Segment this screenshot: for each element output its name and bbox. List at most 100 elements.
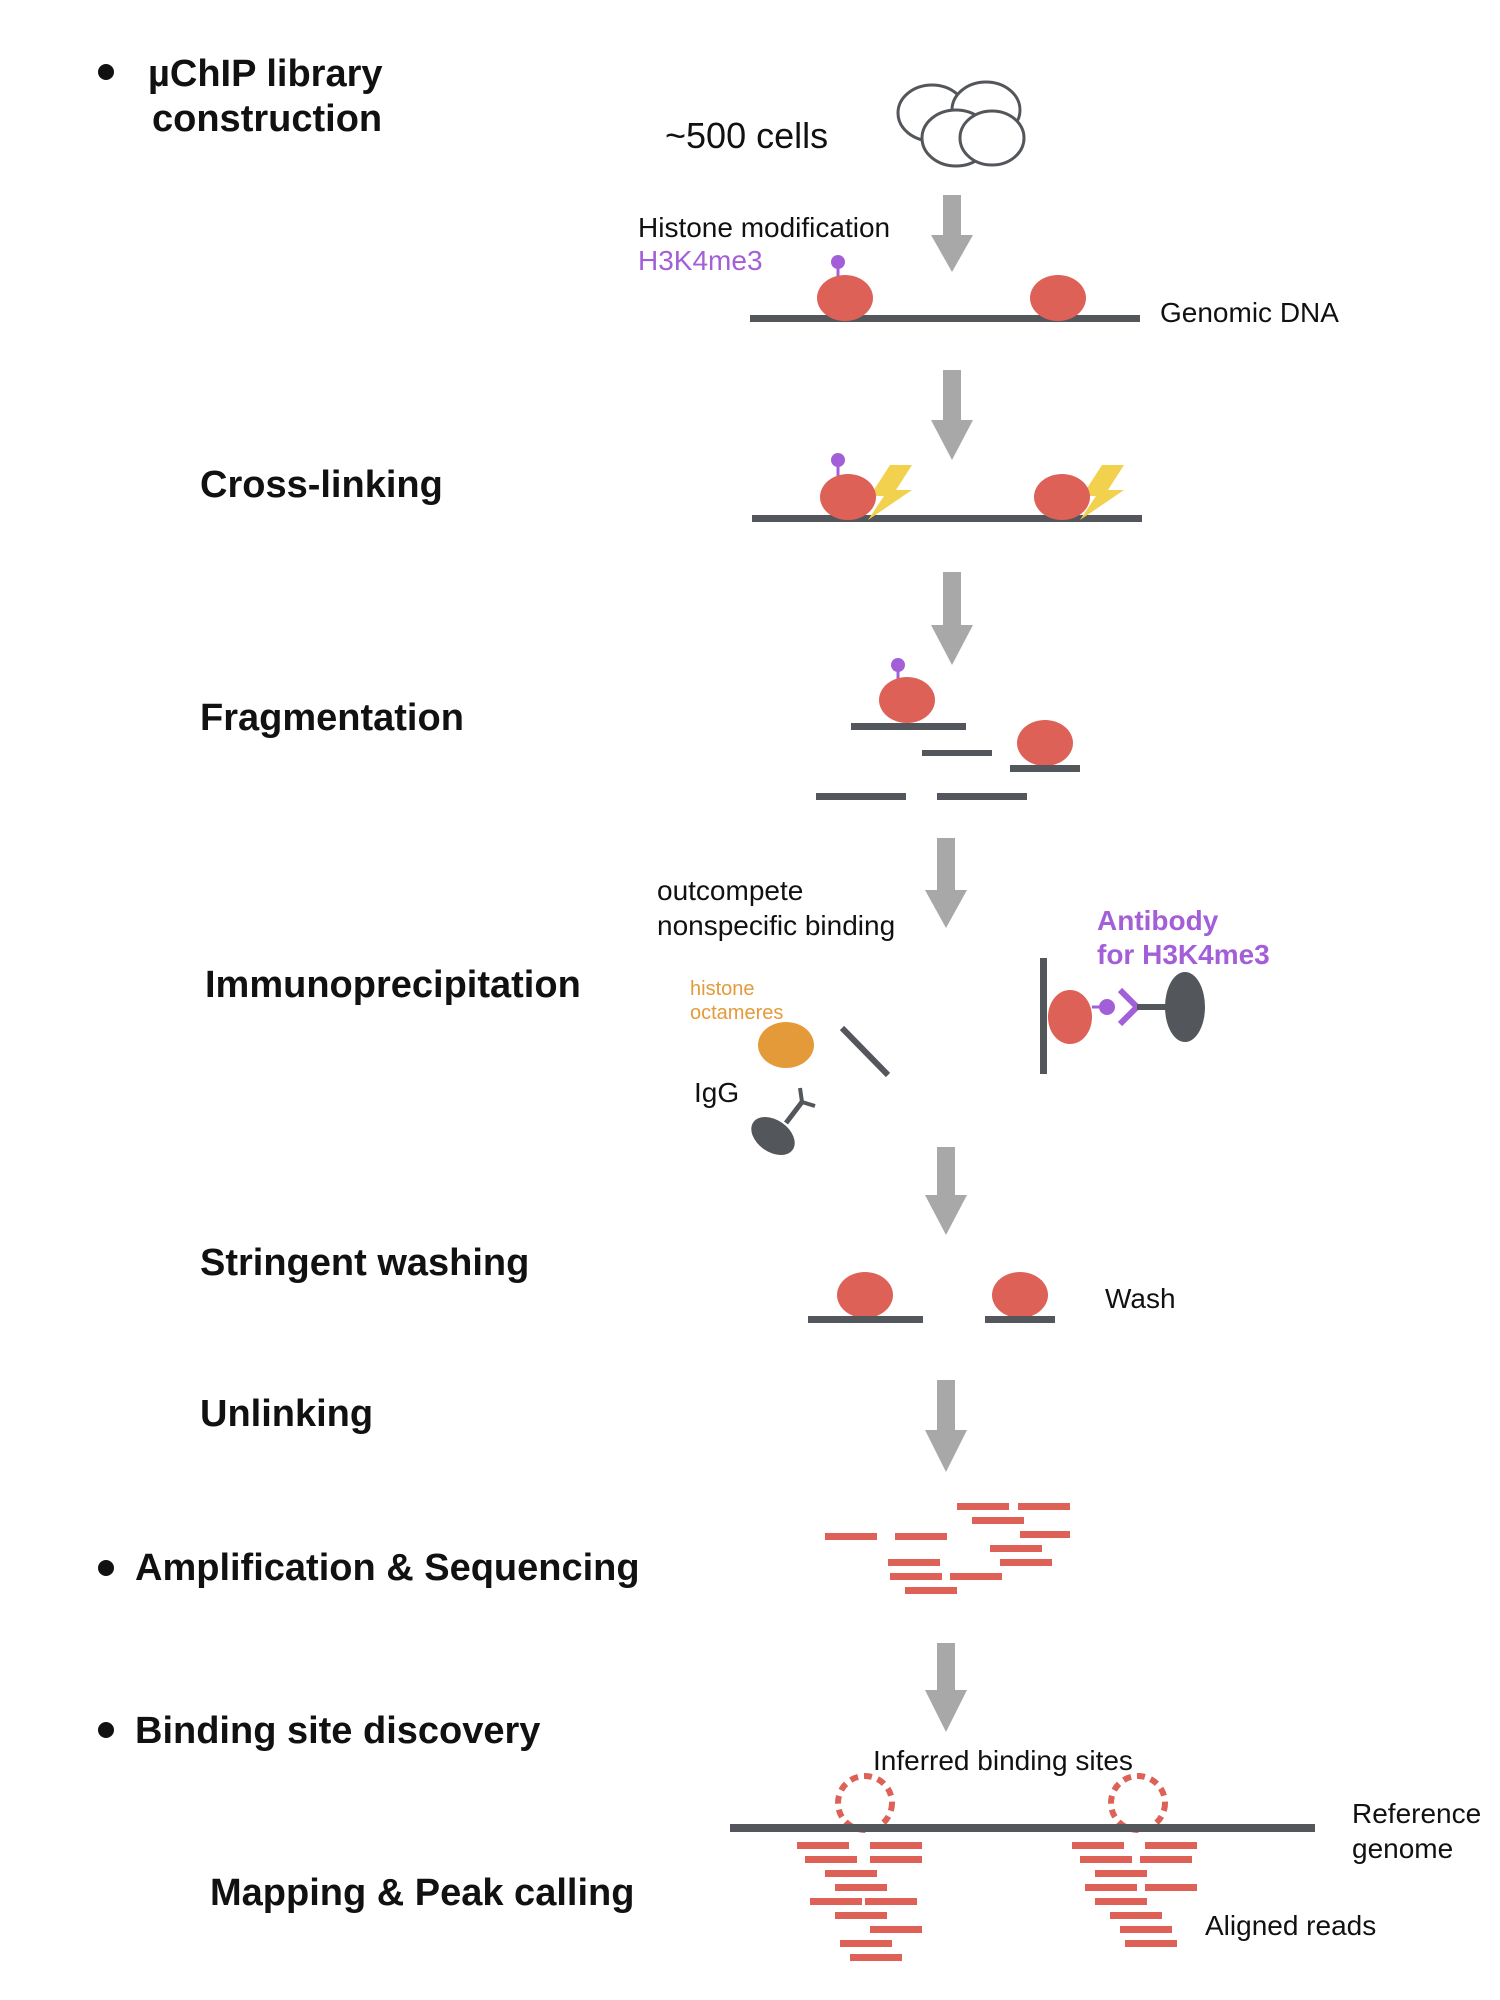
aligned-read xyxy=(810,1898,862,1905)
fragment-dna-1 xyxy=(851,723,966,730)
amplified-read xyxy=(888,1559,940,1566)
stage-immunoprecipitation: Immunoprecipitation xyxy=(205,964,581,1006)
antibody-label-line2: for H3K4me3 xyxy=(1097,939,1270,970)
aligned-read xyxy=(1095,1898,1147,1905)
arrow-3 xyxy=(931,572,973,665)
amplified-read xyxy=(825,1533,877,1540)
aligned-read xyxy=(1085,1884,1137,1891)
arrow-4 xyxy=(925,838,967,928)
bound-dna-vertical xyxy=(1040,958,1047,1074)
amplified-read xyxy=(890,1573,942,1580)
aligned-read xyxy=(1110,1912,1162,1919)
antibody-label-line1: Antibody xyxy=(1097,905,1219,936)
igg-arm-2 xyxy=(801,1100,816,1108)
amplified-read xyxy=(972,1517,1024,1524)
amplified-read xyxy=(1018,1503,1070,1510)
amplified-read xyxy=(895,1533,947,1540)
amplified-read xyxy=(957,1503,1009,1510)
crosslink-bolt-2 xyxy=(1080,465,1124,520)
aligned-read xyxy=(870,1842,922,1849)
aligned-reads-label: Aligned reads xyxy=(1205,1910,1376,1941)
antibody-bead xyxy=(1165,972,1205,1042)
bound-nucleosome xyxy=(1048,990,1092,1044)
aligned-read xyxy=(850,1954,902,1961)
aligned-reads-peak-1 xyxy=(797,1842,922,1961)
section-library-title: µChIP library construction xyxy=(148,53,393,140)
aligned-read xyxy=(870,1926,922,1933)
genomic-dna-strand xyxy=(750,315,1140,322)
inferred-site-1 xyxy=(835,1773,895,1833)
free-dna-fragment xyxy=(839,1025,891,1078)
outcompete-label-line2: nonspecific binding xyxy=(657,910,895,941)
igg-antibody-icon xyxy=(751,1087,816,1156)
bound-modification-dot xyxy=(1099,999,1115,1015)
amplified-read xyxy=(950,1573,1002,1580)
antibody-arms-icon xyxy=(1117,987,1142,1027)
aligned-read xyxy=(870,1856,922,1863)
modification-dot-1 xyxy=(831,255,845,269)
histone-octameres-line1: histone xyxy=(690,978,755,1000)
section-library-title-line1: µChIP library xyxy=(148,53,383,95)
fragment-dna-3 xyxy=(1010,765,1080,772)
igg-bead xyxy=(751,1116,795,1156)
antibody-label: Antibody for H3K4me3 xyxy=(1097,905,1270,970)
outcompete-label-line1: outcompete xyxy=(657,875,803,906)
stage-fragmentation: Fragmentation xyxy=(200,697,464,739)
reference-genome-label: Reference genome xyxy=(1352,1798,1489,1864)
aligned-read xyxy=(797,1842,849,1849)
amplified-read xyxy=(1000,1559,1052,1566)
aligned-read xyxy=(840,1940,892,1947)
reference-genome-strand xyxy=(730,1824,1315,1832)
igg-stem xyxy=(784,1100,804,1125)
section-amplification-title: Amplification & Sequencing xyxy=(135,1547,640,1589)
amplified-reads xyxy=(825,1503,1070,1594)
reference-genome-line1: Reference xyxy=(1352,1798,1481,1829)
histone-modification-label: Histone modification xyxy=(638,212,890,243)
aligned-read xyxy=(1120,1926,1172,1933)
arrow-2 xyxy=(931,370,973,460)
bullet-amplification xyxy=(98,1560,114,1576)
arrow-6 xyxy=(925,1380,967,1472)
aligned-read xyxy=(835,1884,887,1891)
nucleosome-1 xyxy=(1030,275,1086,321)
washed-dna-1 xyxy=(808,1316,923,1323)
aligned-read xyxy=(1140,1856,1192,1863)
aligned-read xyxy=(1145,1842,1197,1849)
fragment-dna-2 xyxy=(922,750,992,756)
fragment-modification-dot xyxy=(891,658,905,672)
igg-arm-1 xyxy=(798,1087,804,1103)
arrow-5 xyxy=(925,1147,967,1235)
inferred-site-2 xyxy=(1108,1773,1168,1833)
cells-icon xyxy=(896,80,1026,168)
crosslink-bolt-1 xyxy=(868,465,912,520)
fragment-nucleosome xyxy=(1017,720,1073,766)
inferred-sites-label: Inferred binding sites xyxy=(873,1745,1133,1776)
nucleosome-crosslinked-2 xyxy=(1034,474,1090,520)
fragment-dna-4 xyxy=(816,793,906,800)
h3k4me3-label: H3K4me3 xyxy=(638,245,763,276)
washed-dna-2 xyxy=(985,1316,1055,1323)
reference-genome-line2: genome xyxy=(1352,1833,1453,1864)
crosslink-dna-strand xyxy=(752,515,1142,522)
bullet-library xyxy=(98,64,114,80)
aligned-read xyxy=(1125,1940,1177,1947)
histone-octameres-label: histone octameres xyxy=(690,978,783,1024)
bullet-binding-discovery xyxy=(98,1722,114,1738)
outcompete-label: outcompete nonspecific binding xyxy=(657,875,895,941)
modification-dot-2 xyxy=(831,453,845,467)
stage-crosslinking: Cross-linking xyxy=(200,464,443,506)
aligned-read xyxy=(1080,1856,1132,1863)
aligned-read xyxy=(865,1898,917,1905)
histone-octamer xyxy=(758,1022,814,1068)
aligned-read xyxy=(805,1856,857,1863)
stage-mapping: Mapping & Peak calling xyxy=(210,1872,634,1914)
washed-nucleosome-2 xyxy=(992,1272,1048,1318)
cell-4 xyxy=(958,109,1026,167)
igg-label: IgG xyxy=(694,1077,739,1108)
aligned-read xyxy=(1145,1884,1197,1891)
arrow-7 xyxy=(925,1643,967,1732)
section-library-title-line2: construction xyxy=(152,98,382,140)
amplified-read xyxy=(1020,1531,1070,1538)
stage-unlinking: Unlinking xyxy=(200,1393,373,1435)
